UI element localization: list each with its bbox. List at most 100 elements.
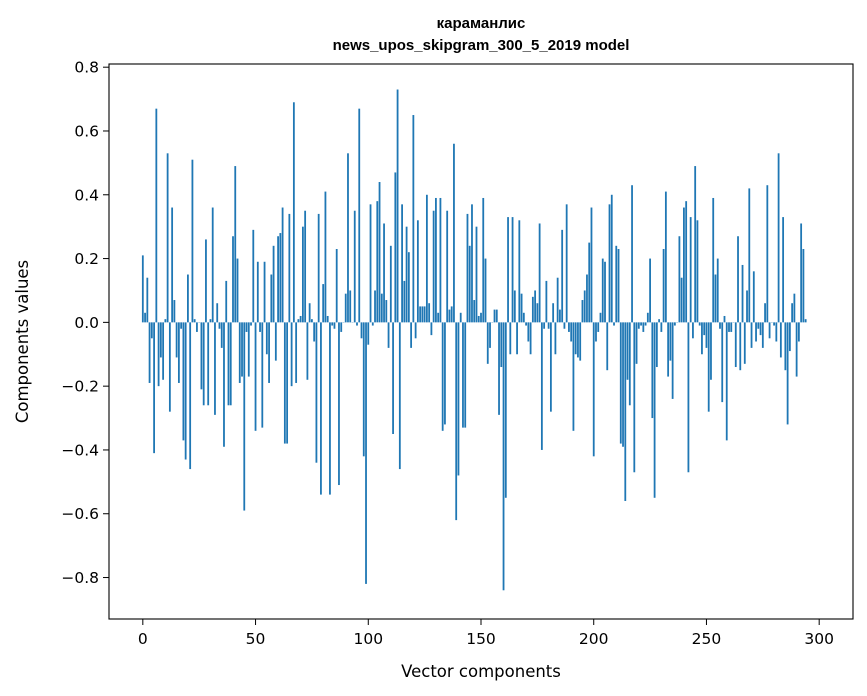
bar-123 xyxy=(419,306,422,323)
bar-103 xyxy=(374,290,376,323)
bar-197 xyxy=(586,274,588,323)
bar-77 xyxy=(315,322,318,463)
x-tick-label: 250 xyxy=(692,630,722,648)
bar-289 xyxy=(793,293,796,323)
bar-108 xyxy=(385,300,388,323)
bar-199 xyxy=(590,207,593,323)
bar-15 xyxy=(175,322,178,358)
bar-112 xyxy=(394,172,397,323)
bar-78 xyxy=(317,213,320,323)
bar-285 xyxy=(784,322,787,371)
bar-31 xyxy=(211,207,214,323)
bar-210 xyxy=(615,245,618,323)
bar-171 xyxy=(527,322,530,342)
bar-248 xyxy=(701,322,703,355)
bar-140 xyxy=(457,322,460,476)
bar-253 xyxy=(712,197,715,323)
bar-106 xyxy=(380,293,383,323)
bar-222 xyxy=(642,322,645,332)
bar-20 xyxy=(187,274,189,323)
bar-81 xyxy=(324,191,327,323)
bar-73 xyxy=(306,322,309,380)
bar-79 xyxy=(320,322,322,495)
bar-8 xyxy=(159,322,162,358)
bar-42 xyxy=(236,258,239,323)
bar-39 xyxy=(229,322,232,406)
bar-231 xyxy=(662,249,665,323)
bar-107 xyxy=(383,223,385,323)
bar-50 xyxy=(254,322,257,431)
bar-286 xyxy=(786,322,789,425)
bar-223 xyxy=(644,322,647,326)
bar-55 xyxy=(265,322,268,355)
bar-159 xyxy=(500,322,503,368)
bar-235 xyxy=(671,322,674,399)
bar-102 xyxy=(371,322,374,326)
bar-217 xyxy=(631,185,633,323)
bar-209 xyxy=(613,322,615,326)
bar-139 xyxy=(455,322,458,521)
bar-117 xyxy=(405,226,408,323)
bar-179 xyxy=(545,280,548,323)
bar-272 xyxy=(755,322,757,342)
bar-144 xyxy=(466,213,469,323)
bar-157 xyxy=(495,309,498,323)
bar-190 xyxy=(570,322,573,342)
chart-title: караманлис xyxy=(437,15,526,32)
bar-85 xyxy=(333,322,336,329)
y-tick-label: 0.8 xyxy=(74,59,99,77)
bar-177 xyxy=(540,322,543,450)
bar-208 xyxy=(610,194,613,323)
bar-116 xyxy=(403,280,406,323)
bar-187 xyxy=(563,322,566,329)
bar-250 xyxy=(705,322,708,348)
bar-283 xyxy=(779,322,782,358)
y-axis-label: Components values xyxy=(13,260,32,423)
bar-26 xyxy=(200,322,203,390)
bar-233 xyxy=(667,322,670,377)
bar-247 xyxy=(698,322,701,326)
bar-90 xyxy=(344,293,347,323)
bar-160 xyxy=(502,322,505,591)
bar-153 xyxy=(486,322,489,364)
bar-101 xyxy=(369,204,372,323)
bar-264 xyxy=(737,236,739,323)
bar-265 xyxy=(739,322,742,371)
bar-267 xyxy=(743,322,746,364)
bar-113 xyxy=(396,89,399,323)
bar-43 xyxy=(238,322,241,383)
bar-292 xyxy=(800,223,803,323)
bar-17 xyxy=(180,322,183,329)
bar-225 xyxy=(649,258,651,323)
y-tick-label: −0.2 xyxy=(61,378,99,396)
x-axis-label: Vector components xyxy=(401,662,561,681)
bar-132 xyxy=(439,197,442,323)
bar-129 xyxy=(432,210,435,323)
x-tick-label: 0 xyxy=(138,630,148,648)
bar-4 xyxy=(150,322,153,339)
bar-249 xyxy=(703,322,706,336)
bar-130 xyxy=(435,197,437,323)
bar-13 xyxy=(171,207,174,323)
bar-120 xyxy=(412,115,415,323)
bar-54 xyxy=(263,261,266,323)
bar-263 xyxy=(734,322,737,368)
bar-61 xyxy=(279,233,282,323)
bar-66 xyxy=(290,322,293,387)
bar-126 xyxy=(425,194,428,323)
bar-56 xyxy=(268,322,270,383)
y-tick-label: 0.0 xyxy=(74,314,99,332)
bar-294 xyxy=(804,319,807,323)
bar-158 xyxy=(498,322,500,415)
bar-62 xyxy=(281,207,284,323)
bar-163 xyxy=(509,322,512,355)
bar-228 xyxy=(655,322,658,368)
y-axis-ticks: −0.8 −0.6 −0.4 −0.2 0.0 0.2 0.4 0.6 0.8 xyxy=(61,59,109,587)
bar-51 xyxy=(256,261,259,323)
bar-47 xyxy=(247,322,250,377)
bar-183 xyxy=(554,322,557,355)
bar-234 xyxy=(669,322,672,361)
bar-19 xyxy=(184,322,187,460)
bar-69 xyxy=(297,319,300,323)
bar-219 xyxy=(635,322,638,364)
